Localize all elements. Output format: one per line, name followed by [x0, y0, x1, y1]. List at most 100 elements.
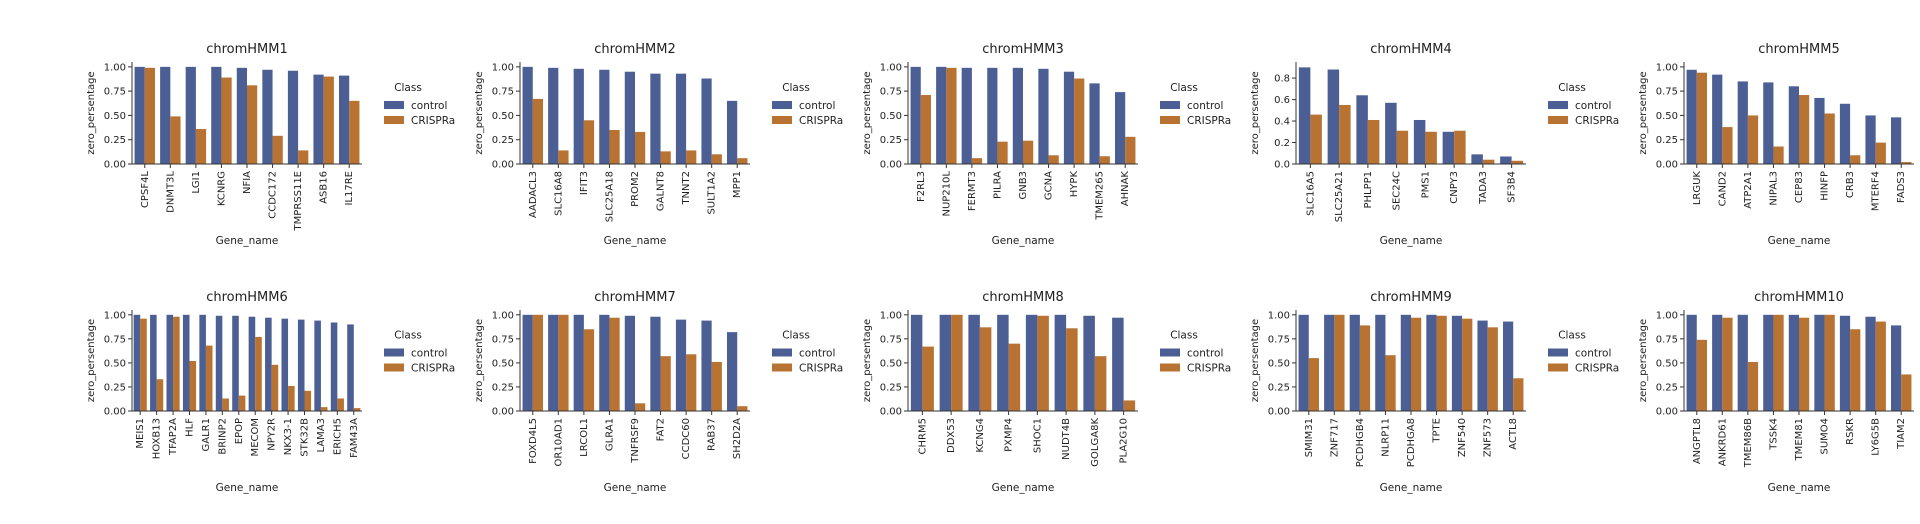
x-tick-label: IFIT3 [579, 171, 590, 195]
bar-CRISPRa-CEP83 [1799, 95, 1810, 164]
legend-label-control: control [1575, 348, 1611, 360]
bar-control-ATP2A1 [1737, 81, 1748, 164]
bar-CRISPRa-NKX3-1 [288, 385, 295, 411]
bar-control-CCDC172 [262, 69, 273, 164]
bar-CRISPRa-FADS3 [1901, 162, 1912, 164]
bar-CRISPRa-NUP210L [946, 67, 957, 164]
bar-control-TADA3 [1471, 154, 1483, 164]
subplot-title: chromHMM5 [1758, 42, 1840, 57]
x-tick-label: FADS3 [1896, 171, 1907, 203]
bar-control-NUP210L [936, 66, 947, 164]
legend-swatch-control [772, 101, 792, 109]
x-axis-label: Gene_name [1380, 482, 1443, 494]
legend-swatch-CRISPRa [1160, 363, 1180, 372]
bar-control-SUMO4 [1814, 314, 1825, 411]
bar-CRISPRa-LRGUK [1696, 72, 1707, 164]
x-tick-label: LAMA3 [316, 418, 327, 452]
y-tick-label: 0.75 [104, 334, 126, 345]
bar-control-OR10AD1 [548, 314, 559, 411]
legend-swatch-CRISPRa [1548, 116, 1568, 124]
x-tick-label: PCDHGB4 [1355, 418, 1366, 467]
bar-CRISPRa-MPP1 [737, 158, 748, 164]
x-tick-label: GCNA [1044, 171, 1055, 200]
x-tick-label: GNB3 [1018, 171, 1029, 199]
bar-control-GCNA [1038, 68, 1049, 164]
x-tick-label: SMIM31 [1304, 418, 1315, 457]
x-tick-label: SH2D2A [732, 418, 743, 459]
subplot-chromHMM3: chromHMM3 F2RL3 NUP210L FERMT3 PILRA GNB3 GCNA… [862, 42, 1231, 247]
x-tick-label: SLC25A18 [604, 171, 615, 222]
legend-label-control: control [1187, 100, 1223, 112]
x-tick-label: NKX3-1 [283, 418, 294, 455]
y-tick-label: 0.25 [1656, 135, 1678, 146]
subplot-title: chromHMM9 [1370, 290, 1452, 305]
x-tick-label: FOXD4L5 [528, 418, 539, 464]
y-tick-label: 0.00 [492, 407, 514, 418]
bar-CRISPRa-NPY2R [271, 364, 279, 411]
subplot-chromHMM1: chromHMM1 CPSF4L DNMT3L LGI1 KCNRG NFIA CCDC17… [86, 42, 455, 247]
x-tick-label: PXMP4 [1004, 418, 1015, 452]
legend-title: Class [1558, 330, 1586, 342]
bar-control-SMIM31 [1298, 314, 1309, 411]
bar-CRISPRa-GCNA [1048, 155, 1059, 164]
y-axis-label: zero_persentage [862, 71, 873, 154]
x-tick-label: ZNF717 [1329, 418, 1340, 457]
bar-control-KCNG4 [968, 314, 980, 411]
bar-control-TFAP2A [166, 314, 174, 411]
bar-control-MECOM [248, 316, 256, 411]
y-tick-label: 1.00 [492, 62, 514, 73]
bar-control-KCNRG [211, 66, 222, 164]
legend-label-control: control [1575, 100, 1611, 112]
bar-control-HINFP [1814, 97, 1825, 164]
bar-CRISPRa-KCNG4 [979, 327, 992, 411]
bar-CRISPRa-HINFP [1824, 113, 1835, 164]
x-axis-label: Gene_name [992, 235, 1055, 247]
bar-control-TSSK4 [1763, 314, 1774, 411]
legend-title: Class [1170, 82, 1198, 94]
bar-CRISPRa-OR10AD1 [558, 314, 569, 411]
x-tick-label: NUP210L [941, 171, 952, 217]
bar-control-CHRM5 [910, 314, 923, 411]
bar-CRISPRa-F2RL3 [920, 95, 931, 164]
x-axis-label: Gene_name [1380, 235, 1443, 247]
bar-control-FAT2 [650, 316, 661, 411]
bar-control-MEIS1 [133, 314, 141, 411]
subplot-title: chromHMM1 [206, 42, 288, 57]
bar-control-PXMP4 [997, 314, 1009, 411]
bar-CRISPRa-GLRA1 [609, 317, 620, 411]
bar-CRISPRa-TMEM81 [1799, 317, 1810, 411]
bar-control-TMPRSS11E [287, 70, 299, 164]
bar-control-LRGUK [1686, 69, 1697, 164]
x-tick-label: OR10AD1 [553, 418, 564, 466]
y-tick-label: 0.50 [880, 358, 902, 369]
x-tick-label: LY6G5B [1871, 418, 1882, 456]
bar-CRISPRa-DDX53 [951, 314, 963, 411]
x-tick-label: TNFRSF9 [630, 418, 641, 464]
bar-CRISPRa-ZNF573 [1487, 327, 1498, 411]
x-tick-label: TMEM265 [1095, 171, 1106, 221]
legend-swatch-CRISPRa [384, 116, 404, 124]
x-tick-label: CEP83 [1794, 171, 1805, 203]
bar-control-DDX53 [939, 314, 952, 411]
x-tick-label: SLC16A8 [553, 171, 564, 216]
bar-CRISPRa-GALR1 [205, 345, 213, 411]
legend-label-control: control [799, 348, 835, 360]
bar-CRISPRa-FAM43A [353, 408, 361, 411]
legend-label-control: control [799, 100, 835, 112]
legend-label-CRISPRa: CRISPRa [1187, 115, 1231, 127]
subplot-title: chromHMM6 [206, 290, 288, 305]
legend-swatch-control [772, 348, 792, 357]
x-tick-label: HINFP [1820, 171, 1831, 201]
y-tick-label: 1.00 [1268, 310, 1290, 321]
bar-CRISPRa-NLRP11 [1385, 355, 1396, 411]
y-tick-label: 0.25 [1268, 382, 1290, 393]
bar-control-GALNT8 [650, 73, 661, 164]
legend-title: Class [394, 330, 422, 342]
y-tick-label: 0.6 [1274, 95, 1290, 106]
y-tick-label: 0.25 [104, 135, 126, 146]
bar-control-RAB37 [701, 320, 712, 411]
bar-control-AHNAK [1115, 92, 1126, 164]
x-tick-label: TIAM2 [1896, 418, 1907, 450]
bar-control-PROM2 [624, 71, 635, 164]
